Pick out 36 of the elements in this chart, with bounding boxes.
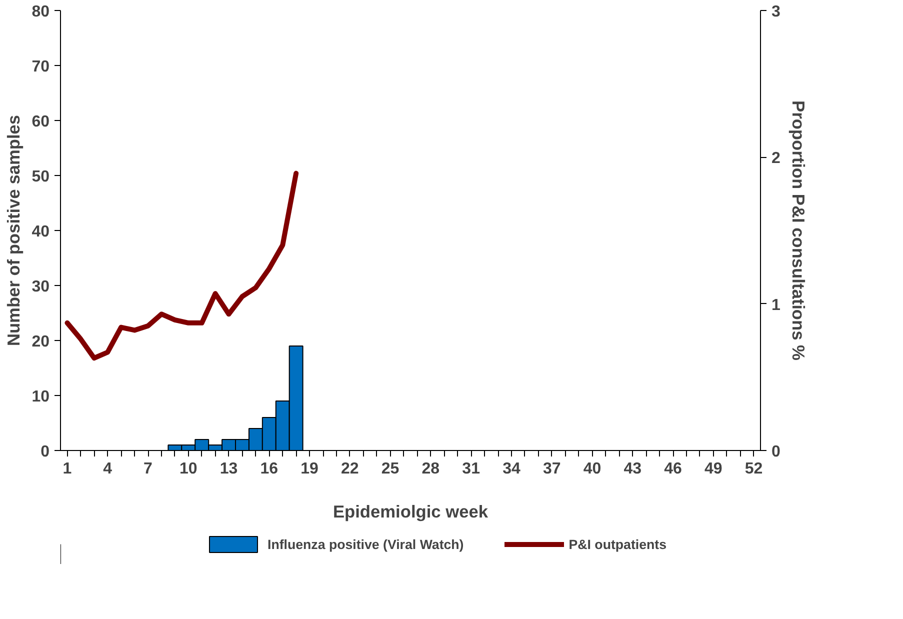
x-tick-label: 1 xyxy=(62,460,72,478)
x-tick-label: 31 xyxy=(462,460,480,478)
y-tick-label: 40 xyxy=(32,224,50,240)
x-tick-label: 43 xyxy=(624,460,642,478)
y-tick-label: 60 xyxy=(32,114,50,130)
x-tick-label: 4 xyxy=(103,460,112,478)
y-axis-title: Number of positive samples xyxy=(4,114,24,346)
x-tick-label: 22 xyxy=(341,460,359,478)
x-tick-label: 49 xyxy=(704,460,722,478)
y2-tick-label: 2 xyxy=(772,150,780,168)
x-tick-label: 10 xyxy=(179,460,198,478)
x-tick-label: 46 xyxy=(664,460,682,478)
x-tick-label: 19 xyxy=(300,460,319,478)
x-tick-label: 7 xyxy=(144,460,153,478)
y2-tick-label: 1 xyxy=(772,296,780,314)
x-tick-label: 16 xyxy=(260,460,278,478)
y-tick-label: 0 xyxy=(40,444,50,460)
legend-label: Influenza positive (Viral Watch) xyxy=(267,536,464,552)
y-tick-label: 20 xyxy=(32,334,50,350)
y-tick-label: 30 xyxy=(32,278,50,296)
y-tick-label: 80 xyxy=(32,4,50,20)
y-tick-label: 50 xyxy=(32,168,50,186)
x-tick-label: 40 xyxy=(583,460,602,478)
y2-tick-label: 3 xyxy=(772,4,780,20)
y2-tick-label: 0 xyxy=(772,444,780,460)
x-tick-label: 37 xyxy=(542,460,561,478)
x-tick-label: 52 xyxy=(744,460,763,478)
x-tick-label: 13 xyxy=(220,460,238,478)
x-axis-title: Epidemiolgic week xyxy=(332,502,488,522)
x-tick-label: 28 xyxy=(422,460,440,478)
y-tick-label: 10 xyxy=(32,388,50,406)
y2-axis-title: Proportion P&I consultations % xyxy=(788,100,808,360)
y-tick-label: 70 xyxy=(32,58,50,76)
x-tick-label: 25 xyxy=(381,460,400,478)
legend-label: P&I outpatients xyxy=(568,536,667,552)
x-tick-label: 34 xyxy=(502,460,520,478)
